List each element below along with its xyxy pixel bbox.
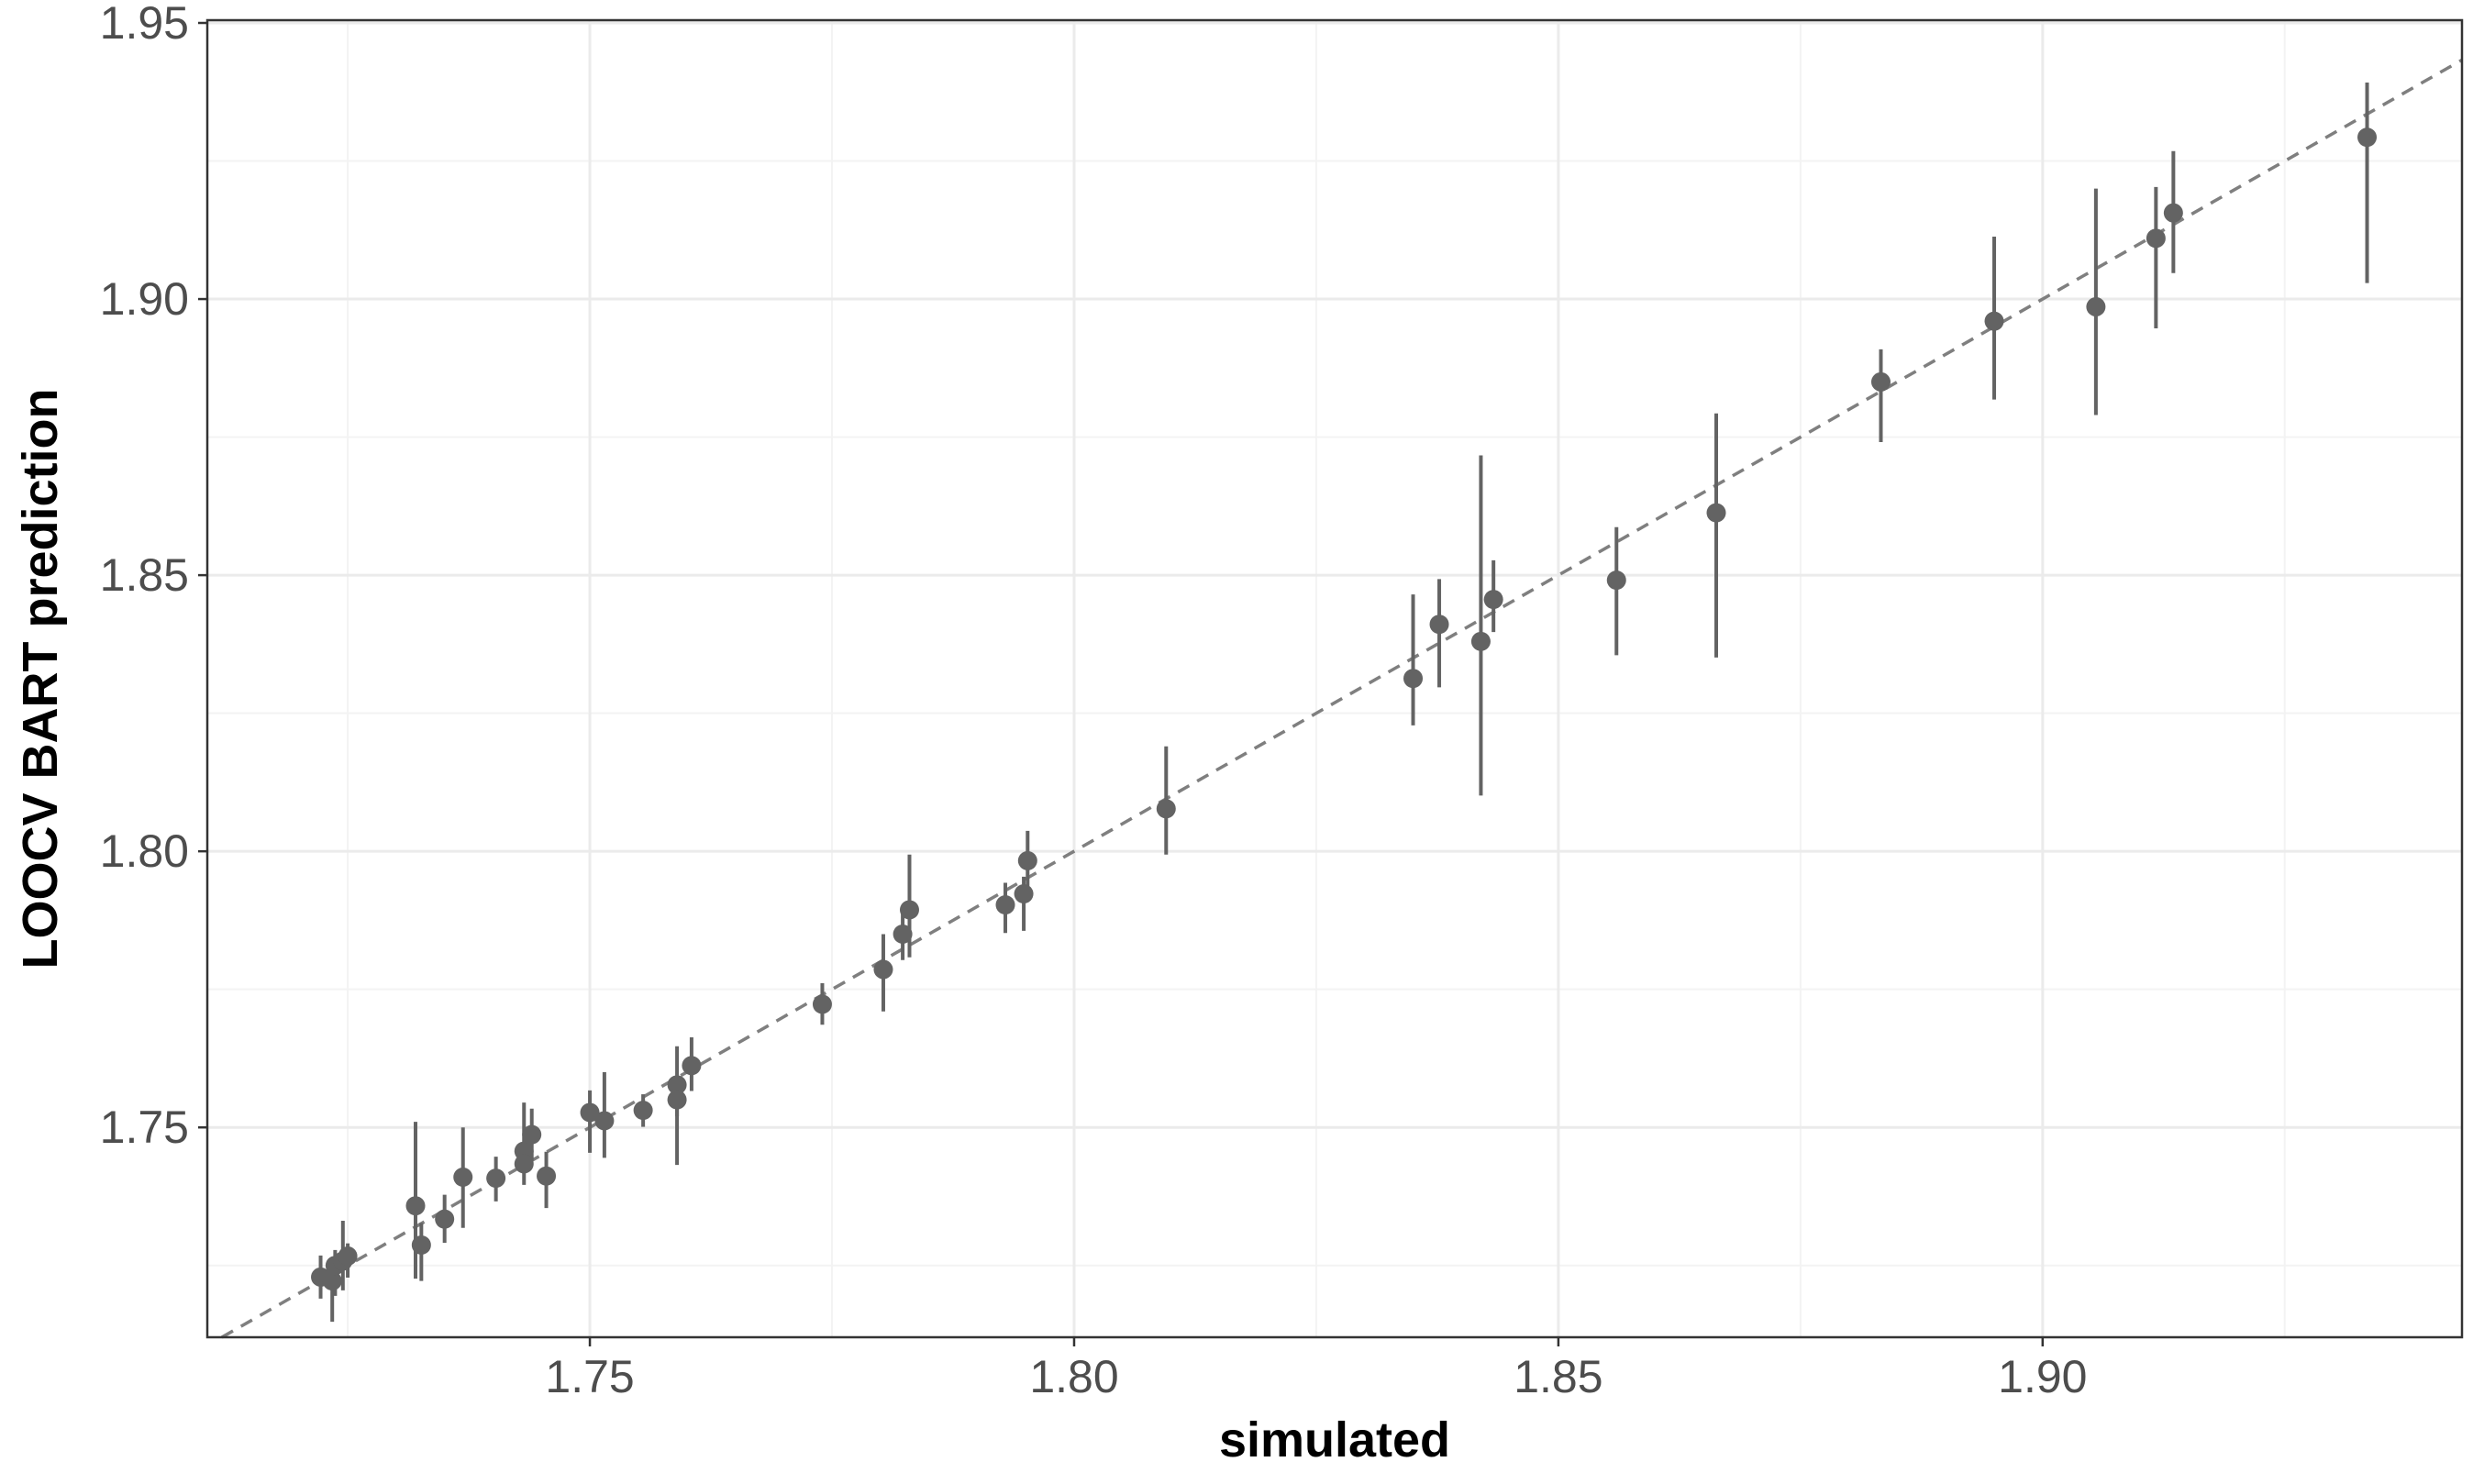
data-point-19 bbox=[682, 1056, 702, 1076]
x-tick-label: 1.75 bbox=[545, 1351, 634, 1402]
data-point-36 bbox=[2086, 296, 2106, 316]
data-point-9 bbox=[486, 1168, 506, 1189]
data-point-38 bbox=[2163, 203, 2183, 223]
data-point-4 bbox=[338, 1246, 358, 1266]
data-points bbox=[311, 127, 2378, 1291]
data-point-22 bbox=[893, 924, 913, 944]
data-point-34 bbox=[1870, 371, 1891, 392]
data-point-1 bbox=[322, 1271, 342, 1291]
data-point-32 bbox=[1606, 570, 1626, 591]
data-point-11 bbox=[514, 1154, 534, 1174]
y-axis: 1.75 1.80 1.85 1.90 1.95 bbox=[100, 0, 207, 1153]
data-point-37 bbox=[2146, 228, 2166, 249]
data-point-29 bbox=[1429, 615, 1449, 635]
y-tick-label: 1.95 bbox=[100, 0, 189, 49]
panel-border bbox=[205, 18, 2464, 1339]
data-point-16 bbox=[633, 1101, 653, 1121]
data-point-21 bbox=[873, 959, 893, 980]
data-point-35 bbox=[1984, 311, 2004, 331]
data-point-6 bbox=[411, 1235, 431, 1255]
identity-reference-line bbox=[220, 58, 2463, 1339]
data-point-24 bbox=[995, 895, 1015, 915]
x-tick-label: 1.90 bbox=[1998, 1351, 2087, 1402]
data-point-20 bbox=[812, 994, 832, 1014]
data-point-18 bbox=[667, 1090, 687, 1110]
y-tick-label: 1.80 bbox=[100, 825, 189, 877]
x-axis: 1.75 1.80 1.85 1.90 bbox=[545, 1337, 2087, 1402]
data-point-31 bbox=[1483, 590, 1503, 610]
data-point-28 bbox=[1403, 669, 1424, 689]
data-point-14 bbox=[580, 1102, 600, 1123]
grid-major bbox=[207, 20, 2462, 1337]
data-point-15 bbox=[594, 1111, 615, 1131]
data-point-27 bbox=[1156, 799, 1176, 819]
y-tick-label: 1.90 bbox=[100, 273, 189, 325]
data-point-30 bbox=[1470, 631, 1491, 651]
data-point-12 bbox=[522, 1124, 542, 1145]
plot-area bbox=[220, 58, 2463, 1339]
x-tick-label: 1.80 bbox=[1029, 1351, 1118, 1402]
data-point-13 bbox=[537, 1166, 557, 1186]
data-point-23 bbox=[899, 900, 919, 920]
data-point-8 bbox=[453, 1167, 473, 1187]
data-point-25 bbox=[1014, 884, 1034, 904]
y-axis-title: LOOCV BART prediction bbox=[13, 389, 68, 969]
data-point-26 bbox=[1017, 850, 1037, 870]
data-point-17 bbox=[667, 1075, 687, 1095]
x-tick-label: 1.85 bbox=[1514, 1351, 1602, 1402]
data-point-5 bbox=[405, 1196, 426, 1216]
y-tick-label: 1.75 bbox=[100, 1102, 189, 1153]
y-tick-label: 1.85 bbox=[100, 549, 189, 601]
data-point-39 bbox=[2357, 127, 2378, 148]
grid-minor bbox=[207, 20, 2462, 1337]
data-point-7 bbox=[435, 1209, 455, 1229]
data-point-33 bbox=[1706, 503, 1726, 523]
x-axis-title: simulated bbox=[1219, 1412, 1450, 1467]
